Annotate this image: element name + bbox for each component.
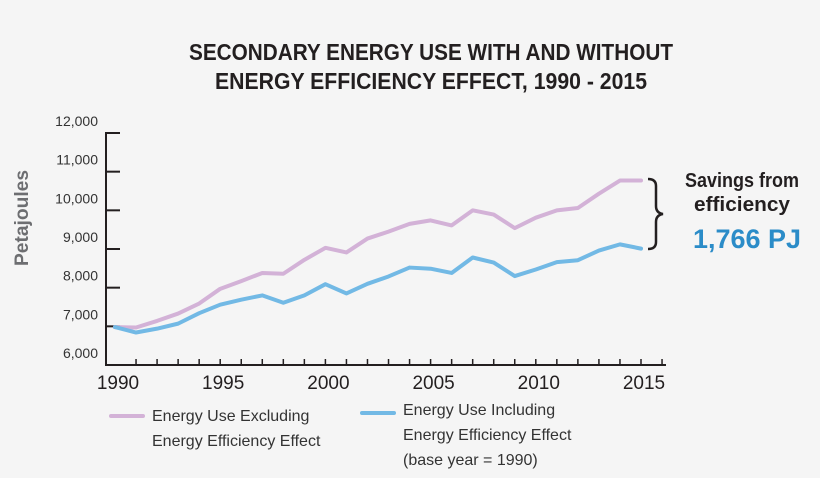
chart-title-line-2: ENERGY EFFICIENCY EFFECT, 1990 - 2015 <box>215 68 647 94</box>
legend-label-2: (base year = 1990) <box>403 452 538 469</box>
savings-annotation: Savings from efficiency 1,766 PJ <box>647 170 801 254</box>
series-line-2 <box>113 242 643 335</box>
y-tick-label: 8,000 <box>63 268 98 284</box>
x-tick-label: 2015 <box>623 373 665 394</box>
savings-brace <box>647 177 664 251</box>
legend-label-2: Energy Use Including <box>403 402 555 419</box>
x-tick-label: 2005 <box>412 373 454 394</box>
y-tick-label: 6,000 <box>63 345 98 361</box>
x-tick-label: 1995 <box>202 373 244 394</box>
legend-label-1: Energy Efficiency Effect <box>152 433 321 450</box>
series-lines <box>113 178 643 335</box>
y-tick-label: 12,000 <box>55 113 98 129</box>
annotation-line-2: efficiency <box>694 194 791 216</box>
y-axis-label: Petajoules <box>12 170 33 266</box>
legend: Energy Use Excluding Energy Efficiency Ef… <box>109 402 572 469</box>
axes: 6,000 7,000 8,000 9,000 10,000 11,000 12,000 19… <box>55 113 666 394</box>
x-tick-label: 1990 <box>97 373 139 394</box>
chart-title-line-1: SECONDARY ENERGY USE WITH AND WITHOUT <box>189 39 673 65</box>
legend-label-2: Energy Efficiency Effect <box>403 427 572 444</box>
series-line-1 <box>113 178 643 330</box>
legend-label-1: Energy Use Excluding <box>152 408 309 425</box>
annotation-line-1: Savings from <box>685 170 799 192</box>
y-tick-label: 9,000 <box>63 229 98 245</box>
y-tick-label: 10,000 <box>55 190 98 206</box>
y-tick-label: 7,000 <box>63 306 98 322</box>
x-tick-label: 2000 <box>307 373 349 394</box>
annotation-value: 1,766 PJ <box>693 224 801 254</box>
y-tick-label: 11,000 <box>56 152 98 168</box>
x-tick-label: 2010 <box>518 373 560 394</box>
